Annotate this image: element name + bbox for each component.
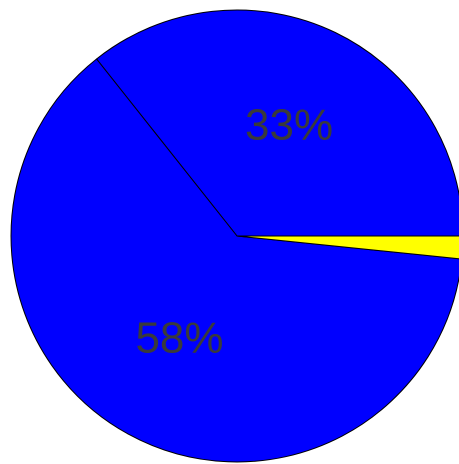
pie-slice-3 xyxy=(236,235,459,260)
pie-slices xyxy=(10,9,459,463)
pie-slice-label-2: 58% xyxy=(135,314,223,363)
pie-labels: 33% 58% xyxy=(135,101,333,363)
pie-slice-1 xyxy=(96,9,459,237)
pie-slice-label-1: 33% xyxy=(245,101,333,150)
pie-slice-2 xyxy=(10,58,459,463)
